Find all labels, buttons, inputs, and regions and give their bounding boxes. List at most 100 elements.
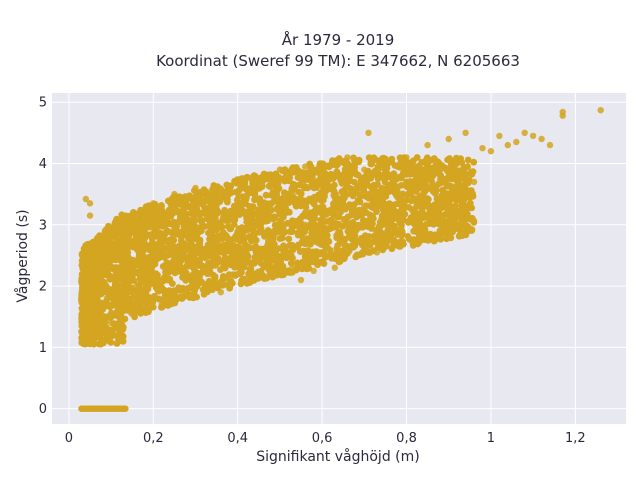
data-point — [302, 163, 309, 170]
data-point — [86, 200, 94, 207]
cloud-point — [153, 255, 161, 263]
cloud-point — [188, 207, 196, 215]
cloud-point — [322, 253, 329, 261]
cloud-point — [326, 246, 334, 254]
data-point — [361, 203, 368, 210]
cloud-point — [210, 259, 218, 266]
cloud-point — [463, 214, 471, 222]
cloud-point — [208, 248, 216, 256]
cloud-point — [437, 235, 445, 243]
point-cloud — [78, 154, 478, 348]
cloud-point — [256, 185, 263, 192]
cloud-point — [166, 244, 174, 252]
cloud-point — [413, 197, 421, 204]
data-point — [454, 160, 461, 167]
cloud-point — [359, 210, 366, 218]
y-tick-label: 1 — [39, 341, 47, 356]
cloud-point — [413, 201, 421, 209]
cloud-point — [90, 340, 98, 348]
data-point — [462, 129, 469, 136]
cloud-point — [457, 172, 465, 180]
cloud-point — [358, 178, 365, 186]
cloud-point — [193, 224, 201, 232]
cloud-point — [468, 204, 476, 212]
cloud-point — [422, 221, 430, 228]
data-point — [318, 203, 326, 210]
cloud-point — [102, 226, 110, 234]
cloud-point — [237, 201, 245, 209]
data-point — [124, 307, 132, 314]
cloud-point — [270, 227, 278, 235]
cloud-point — [405, 189, 413, 197]
cloud-point — [184, 221, 192, 228]
cloud-point — [309, 211, 317, 219]
cloud-point — [164, 275, 172, 283]
cloud-point — [412, 169, 420, 177]
data-point — [276, 209, 284, 216]
cloud-point — [317, 188, 325, 196]
data-point — [529, 132, 537, 140]
cloud-point — [213, 239, 221, 247]
cloud-point — [123, 230, 130, 237]
cloud-point — [82, 340, 90, 348]
cloud-point — [117, 272, 124, 279]
data-point — [171, 190, 178, 198]
cloud-point — [370, 181, 378, 189]
cloud-point — [120, 241, 128, 248]
cloud-point — [189, 258, 197, 266]
cloud-point — [363, 192, 371, 200]
cloud-point — [211, 273, 219, 280]
cloud-point — [201, 187, 209, 195]
cloud-point — [423, 165, 430, 173]
y-tick-label: 2 — [39, 280, 47, 295]
data-point — [247, 203, 254, 210]
cloud-point — [85, 261, 93, 268]
data-point — [150, 240, 157, 247]
cloud-point — [289, 169, 297, 176]
data-point — [403, 154, 410, 161]
data-point — [141, 307, 149, 314]
data-point — [361, 166, 368, 173]
cloud-point — [222, 260, 230, 268]
cloud-point — [237, 280, 245, 288]
cloud-point — [288, 218, 296, 225]
cloud-point — [144, 203, 151, 211]
cloud-point — [459, 228, 467, 236]
cloud-point — [369, 213, 376, 221]
data-point — [297, 276, 305, 284]
cloud-point — [315, 169, 322, 177]
cloud-point — [245, 259, 253, 266]
cloud-point — [388, 157, 395, 165]
cloud-point — [398, 237, 406, 245]
cloud-point — [123, 289, 131, 297]
cloud-point — [423, 195, 431, 202]
cloud-point — [451, 202, 459, 210]
data-point — [365, 129, 372, 136]
cloud-point — [325, 162, 332, 170]
cloud-point — [213, 207, 221, 215]
cloud-point — [189, 197, 197, 205]
y-tick-label: 3 — [39, 218, 47, 233]
cloud-point — [224, 235, 231, 243]
cloud-point — [321, 176, 329, 183]
data-point — [496, 132, 503, 140]
cloud-point — [447, 223, 455, 231]
data-point — [344, 184, 351, 192]
cloud-point — [184, 262, 192, 270]
cloud-point — [222, 254, 230, 262]
cloud-point — [261, 232, 268, 240]
cloud-point — [271, 214, 279, 222]
cloud-point — [356, 191, 364, 199]
cloud-point — [312, 205, 320, 213]
cloud-point — [373, 204, 381, 211]
cloud-point — [196, 262, 203, 269]
cloud-point — [148, 232, 156, 239]
cloud-point — [352, 226, 360, 234]
data-point — [99, 270, 106, 277]
cloud-point — [162, 268, 169, 276]
cloud-point — [300, 211, 308, 219]
cloud-point — [465, 191, 473, 199]
cloud-point — [129, 219, 137, 227]
cloud-point — [197, 216, 204, 224]
